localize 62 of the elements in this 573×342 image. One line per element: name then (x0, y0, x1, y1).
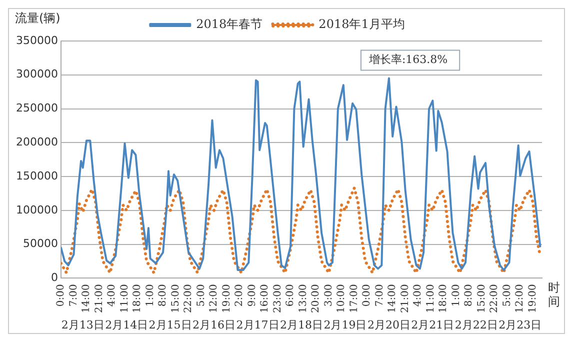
x-tick-label: 14:00 (81, 284, 92, 314)
text: 2月15日 (148, 318, 192, 332)
x-tick-label: 16:00 (260, 284, 271, 314)
x-tick-label: 11:00 (119, 284, 130, 314)
x-tick-label: 23:00 (272, 284, 284, 314)
x-tick-label: 1:00 (450, 284, 462, 307)
y-tick-label: 50000 (22, 237, 58, 250)
x-tick-label: 4:00 (106, 284, 118, 307)
x-tick-label: 5:00 (502, 284, 513, 307)
x-tick-label: 15:00 (476, 284, 488, 314)
x-tick-label: 8:00 (464, 284, 475, 307)
legend-label: 2018年春节 (196, 17, 263, 32)
x-tick-label: 2:00 (234, 284, 246, 307)
y-axis-title: 流量(辆) (15, 11, 60, 26)
text: 2月19日 (324, 318, 367, 332)
x-tick-label: 19:00 (221, 284, 232, 314)
text: 2月17日 (236, 318, 280, 332)
x-tick-label: 21:00 (94, 284, 105, 314)
x-tick-label: 1:00 (144, 284, 156, 307)
x-tick-label: 17:00 (348, 284, 360, 314)
x-tick-label: 15:00 (170, 284, 182, 314)
text: 2月16日 (192, 318, 236, 332)
y-tick-label: 250000 (16, 102, 58, 115)
x-tick-label: 7:00 (68, 284, 80, 307)
x-tick-label: 13:00 (298, 284, 309, 314)
text: 2月22日 (454, 318, 498, 332)
x-tick-label: 3:00 (323, 284, 334, 307)
x-tick-label: 21:00 (400, 284, 411, 314)
x-tick-label: 12:00 (208, 284, 220, 314)
text: 2月13日 (61, 318, 104, 332)
x-tick-label: 4:00 (412, 284, 424, 307)
annotation: 增长率:163.8% (368, 53, 448, 66)
x-tick-label: 5:00 (196, 284, 207, 307)
x-tick-label: 19:00 (527, 284, 538, 314)
x-tick-label: 14:00 (387, 284, 398, 314)
y-tick-label: 350000 (16, 34, 58, 47)
x-tick-label: 18:00 (132, 284, 144, 314)
x-tick-label: 20:00 (310, 284, 322, 314)
text: 2月20日 (367, 318, 410, 332)
x-tick-label: 8:00 (158, 284, 169, 307)
x-tick-label: 10:00 (336, 284, 348, 314)
text: 2月21日 (411, 318, 454, 332)
text: 2月23日 (498, 318, 542, 332)
x-tick-label: 22:00 (183, 284, 194, 314)
x-tick-label: 6:00 (285, 284, 296, 307)
y-tick-label: 300000 (16, 68, 58, 81)
x-tick-label: 18:00 (438, 284, 450, 314)
y-tick-label: 100000 (16, 203, 58, 216)
y-tick-label: 200000 (16, 136, 58, 149)
x-tick-label: 7:00 (374, 284, 386, 307)
x-tick-label: 12:00 (514, 284, 526, 314)
y-tick-label: 0 (50, 271, 58, 284)
legend-label: 2018年1月平均 (318, 17, 405, 32)
y-tick-label: 150000 (16, 169, 58, 182)
x-tick-label: 0:00 (362, 284, 373, 307)
x-tick-label: 0:00 (56, 284, 67, 307)
text: 2月14日 (105, 318, 148, 332)
x-axis-title: 时间 (548, 280, 560, 308)
x-tick-label: 11:00 (425, 284, 436, 314)
text: 2月18日 (280, 318, 323, 332)
x-tick-label: 9:00 (246, 284, 258, 307)
x-tick-label: 22:00 (489, 284, 500, 314)
